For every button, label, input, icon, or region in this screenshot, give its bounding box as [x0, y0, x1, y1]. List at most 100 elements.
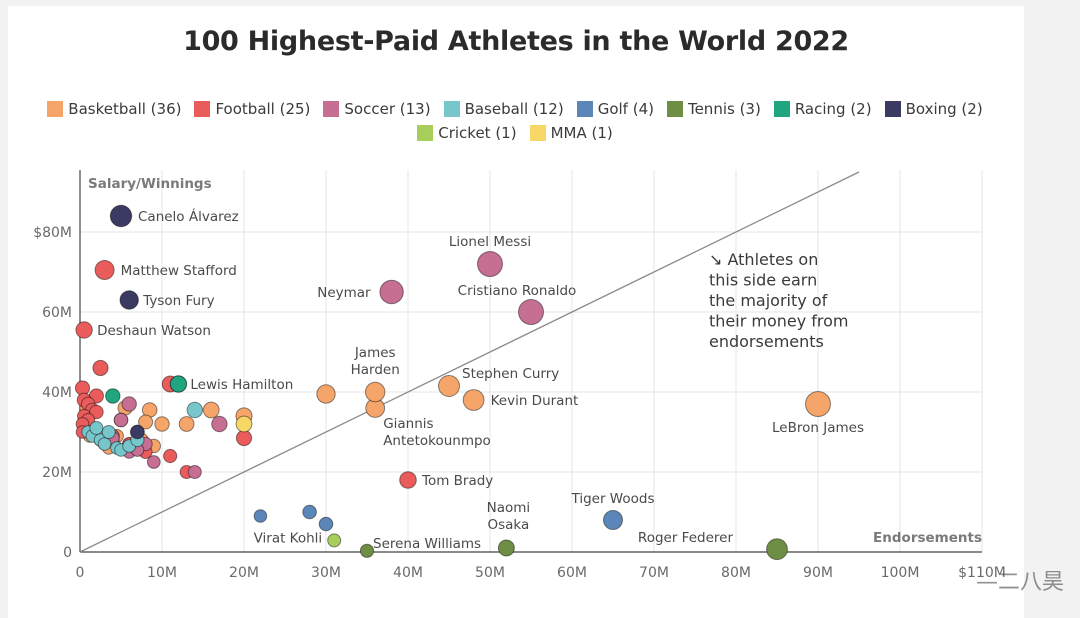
- athlete-point: [138, 414, 154, 430]
- y-tick-label: $80M: [33, 225, 72, 241]
- point-roger-federer: [766, 538, 788, 561]
- legend-item-boxing: Boxing (2): [884, 100, 983, 118]
- athlete-label: Neymar: [317, 285, 371, 301]
- athlete-point: [121, 396, 137, 412]
- note-line: their money from: [709, 312, 849, 331]
- diagonal-line: [79, 171, 860, 553]
- x-tick-label: 10M: [147, 565, 177, 581]
- y-tick-label: 40M: [42, 385, 72, 401]
- legend-item-baseball: Baseball (12): [443, 100, 564, 118]
- legend-label: Soccer (13): [344, 100, 431, 118]
- athlete-label: Canelo Álvarez: [138, 208, 239, 225]
- legend-label: Cricket (1): [438, 124, 517, 142]
- legend-label: Basketball (36): [68, 100, 182, 118]
- athlete-point: [235, 415, 253, 433]
- legend-row-2: Cricket (1) MMA (1): [0, 124, 1030, 142]
- athlete-label-line: Antetokounmpo: [383, 433, 491, 449]
- y-tick-label: 0: [63, 545, 72, 561]
- point-tiger-woods: [603, 510, 623, 530]
- athlete-point: [113, 412, 129, 428]
- athlete-label: Deshaun Watson: [97, 323, 211, 339]
- athlete-point: [97, 437, 112, 451]
- note-line: endorsements: [709, 332, 824, 351]
- legend-swatch: [529, 125, 546, 141]
- point-deshaun-watson: [75, 321, 93, 339]
- athlete-label: Matthew Stafford: [121, 263, 237, 279]
- legend-label: Football (25): [215, 100, 311, 118]
- legend-row-1: Basketball (36) Football (25) Soccer (13) B…: [0, 100, 1030, 118]
- athlete-label-line: James: [354, 345, 396, 361]
- reference-line: [79, 171, 860, 553]
- point-kevin-durant: [462, 389, 485, 411]
- x-tick-label: 50M: [475, 565, 505, 581]
- legend-swatch: [194, 101, 211, 117]
- legend-swatch: [666, 101, 683, 117]
- athlete-point: [235, 429, 253, 447]
- athlete-label-line: Osaka: [488, 517, 530, 533]
- point-tyson-fury: [119, 290, 139, 310]
- athlete-label: Tom Brady: [421, 473, 493, 489]
- y-axis-title: Salary/Winnings: [88, 176, 212, 192]
- x-tick-label: 40M: [393, 565, 423, 581]
- legend-label: Tennis (3): [687, 100, 761, 118]
- athlete-point: [130, 424, 145, 440]
- athlete-label: Roger Federer: [638, 530, 734, 546]
- athlete-point: [187, 465, 202, 479]
- legend-label: Baseball (12): [464, 100, 564, 118]
- athlete-label: Lewis Hamilton: [190, 377, 293, 393]
- athlete-point: [154, 416, 170, 432]
- legend-item-football: Football (25): [194, 100, 310, 118]
- x-tick-label: 70M: [639, 565, 669, 581]
- athlete-label: Naomi Osaka: [487, 500, 531, 533]
- athlete-label: Tiger Woods: [571, 491, 655, 507]
- point-matthew-stafford: [94, 260, 115, 280]
- note-line: the majority of: [709, 291, 828, 310]
- point-lebron-james: [805, 391, 831, 417]
- x-tick-label: 90M: [803, 565, 833, 581]
- athlete-label-line: Giannis: [383, 416, 433, 432]
- point-labels: LeBron James Lionel Messi Cristiano Ronald…: [97, 208, 864, 552]
- point-cristiano-ronaldo: [518, 299, 544, 325]
- x-tick-label: 30M: [311, 565, 341, 581]
- legend-item-golf: Golf (4): [576, 100, 654, 118]
- chart-title: 100 Highest-Paid Athletes in the World 2…: [183, 26, 849, 57]
- legend-item-soccer: Soccer (13): [323, 100, 431, 118]
- athlete-point: [316, 384, 336, 404]
- point-stephen-curry: [438, 375, 460, 397]
- point-serena-williams: [359, 543, 375, 558]
- x-tick-label: 100M: [881, 565, 920, 581]
- athlete-point: [146, 455, 161, 469]
- legend-label: Boxing (2): [905, 100, 983, 118]
- athlete-label: Lionel Messi: [449, 234, 531, 250]
- athlete-label-line: Harden: [351, 362, 400, 378]
- x-tick-label: 60M: [557, 565, 587, 581]
- x-tick-label: 80M: [721, 565, 751, 581]
- athlete-point: [186, 401, 204, 419]
- athlete-point: [92, 359, 109, 377]
- point-canelo-lvarez: [109, 204, 133, 228]
- x-tick-label: 0: [76, 565, 85, 581]
- athlete-point: [318, 516, 334, 532]
- legend-swatch: [773, 101, 790, 117]
- legend-label: Golf (4): [597, 100, 654, 118]
- y-tick-label: 20M: [42, 465, 72, 481]
- legend-swatch: [443, 101, 460, 117]
- athlete-label: James Harden: [351, 345, 400, 378]
- x-tick-label: 20M: [229, 565, 259, 581]
- point-naomi-osaka: [497, 539, 515, 557]
- athlete-label: Kevin Durant: [491, 393, 579, 409]
- note-line: this side earn: [709, 271, 817, 290]
- legend-item-basketball: Basketball (36): [47, 100, 181, 118]
- athlete-label: Stephen Curry: [462, 366, 559, 382]
- point-lewis-hamilton: [169, 375, 187, 393]
- athlete-label-line: Naomi: [487, 500, 531, 516]
- y-tick-label: 60M: [42, 305, 72, 321]
- legend-swatch: [417, 125, 434, 141]
- athlete-point: [89, 421, 104, 435]
- note-line: ↘ Athletes on: [709, 250, 818, 269]
- legend-swatch: [323, 101, 340, 117]
- athlete-point: [202, 401, 220, 419]
- point-lionel-messi: [477, 251, 503, 277]
- athlete-label: Cristiano Ronaldo: [458, 283, 577, 299]
- watermark: —二八昊: [975, 570, 1064, 595]
